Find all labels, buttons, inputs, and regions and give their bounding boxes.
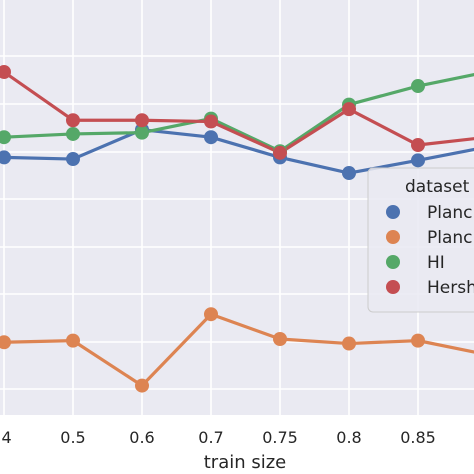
data-point [411,153,425,168]
x-tick-label: 0.5 [60,428,85,447]
data-point [342,102,356,117]
data-point [204,307,218,322]
data-point [66,113,80,128]
data-point [135,378,149,393]
data-point [204,114,218,129]
x-tick-label: 0.7 [198,428,223,447]
data-point [0,335,11,350]
data-point [0,130,11,145]
legend-marker [386,205,400,219]
x-axis-label: train size [204,452,287,473]
series-line-1 [3,128,474,175]
data-point [273,145,287,160]
legend-box [367,167,474,313]
legend-label: Planck [427,228,474,248]
x-tick-label: 0.75 [262,428,298,447]
data-point [0,150,11,165]
legend-marker [386,255,400,269]
legend-label: Planck [427,203,474,223]
data-point [0,65,11,79]
data-point [411,138,425,153]
series-points [0,65,425,393]
x-tick-label: 0.8 [336,428,361,447]
data-point [342,166,356,181]
data-point [204,130,218,145]
data-point [411,79,425,94]
legend-items: Planck Planck HI Hersh [386,203,474,298]
data-point [135,125,149,140]
series-line-2 [3,312,474,388]
series-line-4 [3,70,474,155]
series-lines [3,70,474,388]
x-tick-label: .4 [0,428,12,447]
data-point [411,333,425,348]
legend: dataset Planck Planck HI Hersh [367,167,474,313]
legend-marker [386,230,400,244]
legend-label: Hersh [427,278,474,298]
x-tick-label: 0.85 [400,428,436,447]
data-point [66,333,80,348]
data-point [66,152,80,167]
data-point [135,113,149,128]
legend-marker [386,280,400,294]
x-tick-labels: .4 0.5 0.6 0.7 0.75 0.8 0.85 [0,428,436,447]
legend-label: HI [427,253,445,273]
data-point [273,331,287,346]
x-tick-label: 0.6 [129,428,154,447]
data-point [66,126,80,141]
data-point [342,336,356,351]
series-line-3 [3,73,474,153]
legend-title: dataset [405,177,470,197]
